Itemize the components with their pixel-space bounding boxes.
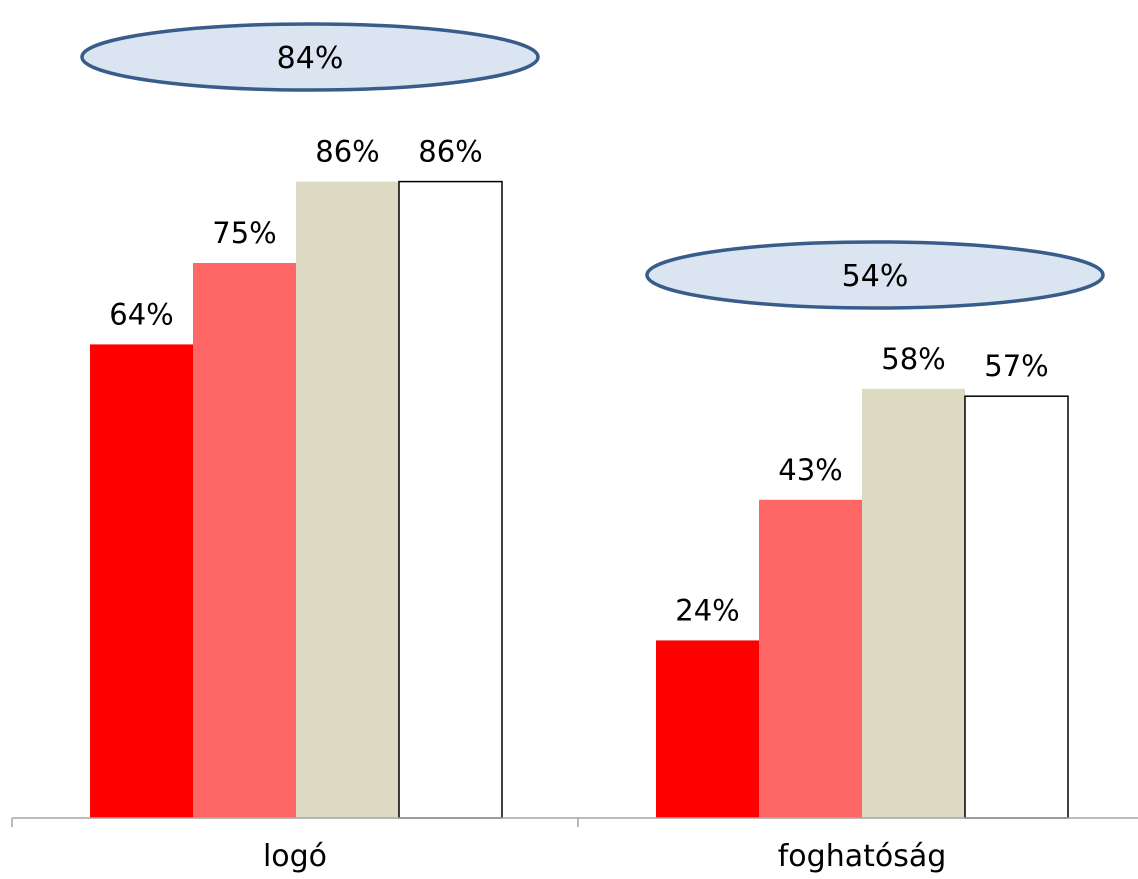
bar-foghatosag-s4 bbox=[964, 395, 1069, 819]
bar-foghatosag-s1 bbox=[656, 640, 759, 818]
data-label: 57% bbox=[984, 349, 1048, 383]
bar-foghatosag-s3 bbox=[862, 388, 965, 818]
bar-logo-s2 bbox=[193, 263, 296, 818]
highlight-bubble-label: 54% bbox=[842, 259, 909, 294]
category-label: foghatóság bbox=[778, 839, 947, 874]
bar-logo-s1 bbox=[90, 344, 193, 818]
category-labels-group: logó foghatóság bbox=[263, 839, 946, 874]
category-label: logó bbox=[263, 839, 327, 874]
highlight-bubble bbox=[80, 22, 540, 92]
data-label: 58% bbox=[881, 342, 945, 376]
highlight-bubbles-group: 84% 54% bbox=[80, 22, 1105, 310]
bar-logo-s3 bbox=[296, 181, 399, 819]
highlight-bubble-label: 84% bbox=[277, 41, 344, 76]
data-label: 86% bbox=[418, 135, 482, 169]
data-label: 64% bbox=[109, 297, 173, 331]
data-label: 75% bbox=[212, 216, 276, 250]
bars-group bbox=[90, 180, 1069, 819]
bar-foghatosag-s2 bbox=[759, 499, 862, 818]
data-label: 86% bbox=[315, 135, 379, 169]
bar-logo-s4 bbox=[398, 180, 503, 819]
highlight-bubble bbox=[645, 240, 1105, 310]
data-labels-group: 64% 75% 86% 86% 24% 43% 58% 57% bbox=[109, 135, 1048, 628]
data-label: 24% bbox=[675, 593, 739, 627]
data-label: 43% bbox=[778, 453, 842, 487]
x-axis bbox=[11, 817, 1138, 827]
